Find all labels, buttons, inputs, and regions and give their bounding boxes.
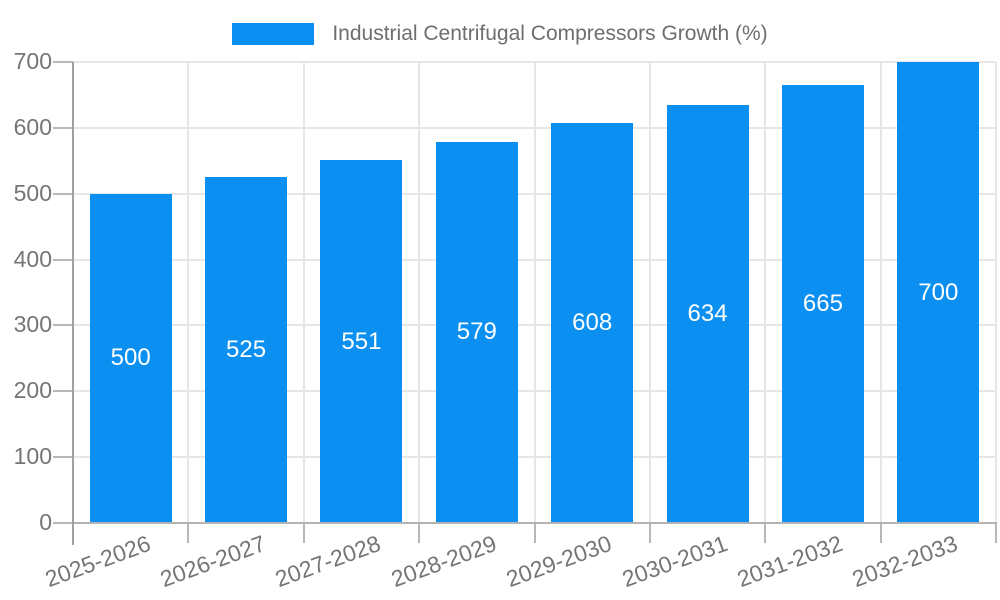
x-gridline	[995, 62, 997, 523]
x-axis-tick	[418, 523, 421, 543]
chart-legend: Industrial Centrifugal Compressors Growt…	[0, 22, 1000, 46]
y-axis-tick	[53, 522, 73, 524]
x-gridline	[648, 62, 651, 523]
y-axis-tick	[53, 258, 73, 261]
x-axis-tick	[648, 523, 651, 543]
x-axis-tick	[995, 523, 997, 543]
y-axis-label: 700	[13, 47, 52, 74]
x-gridline	[187, 62, 190, 523]
y-axis-tick	[53, 126, 73, 129]
y-axis-tick	[53, 324, 73, 327]
x-gridline	[533, 62, 536, 523]
bar[interactable]	[897, 62, 980, 523]
y-axis-tick	[53, 192, 73, 195]
bar-value-label: 700	[918, 278, 959, 306]
y-axis-label: 400	[13, 245, 52, 272]
x-gridline	[302, 62, 305, 523]
y-axis-label: 0	[39, 508, 52, 535]
bar[interactable]	[435, 141, 518, 523]
legend-label[interactable]: Industrial Centrifugal Compressors Growt…	[332, 22, 768, 45]
bar-value-label: 608	[572, 308, 613, 336]
x-gridline	[418, 62, 421, 523]
bar-value-label: 634	[687, 300, 728, 328]
x-axis-tick	[764, 523, 767, 543]
bar[interactable]	[781, 85, 864, 523]
bar-value-label: 579	[456, 318, 497, 346]
bar[interactable]	[666, 105, 749, 523]
x-axis-label: 2027-2028	[272, 530, 385, 593]
bar[interactable]	[205, 177, 288, 523]
bar[interactable]	[551, 122, 634, 523]
y-axis-label: 500	[13, 179, 52, 206]
x-gridline	[879, 62, 882, 523]
bar-value-label: 665	[802, 290, 843, 318]
bar-value-label: 525	[226, 336, 267, 364]
x-axis-label: 2025-2026	[41, 530, 154, 593]
y-axis-label: 100	[13, 443, 52, 470]
y-axis-tick	[53, 390, 73, 393]
x-axis-label: 2029-2030	[502, 530, 616, 593]
x-axis-line	[72, 522, 997, 524]
x-axis-tick	[302, 523, 305, 543]
y-axis-tick	[53, 456, 73, 459]
y-axis-label: 300	[13, 311, 52, 338]
x-axis-label: 2026-2027	[156, 530, 269, 593]
x-axis-label: 2030-2031	[618, 530, 731, 593]
x-axis-tick	[187, 523, 190, 543]
bar-value-label: 551	[341, 327, 382, 355]
x-axis-label: 2031-2032	[733, 530, 846, 593]
x-axis-label: 2032-2033	[848, 530, 962, 593]
y-axis-tick	[53, 61, 73, 63]
x-gridline	[764, 62, 767, 523]
bar[interactable]	[89, 193, 172, 523]
x-axis-tick	[533, 523, 536, 543]
y-axis-label: 600	[13, 113, 52, 140]
bar[interactable]	[320, 160, 403, 523]
y-axis-line	[72, 62, 74, 545]
legend-swatch-icon[interactable]	[232, 23, 315, 45]
bar-value-label: 500	[110, 344, 151, 372]
y-axis-label: 200	[13, 377, 52, 404]
x-axis-tick	[879, 523, 882, 543]
x-axis-label: 2028-2029	[387, 530, 500, 593]
